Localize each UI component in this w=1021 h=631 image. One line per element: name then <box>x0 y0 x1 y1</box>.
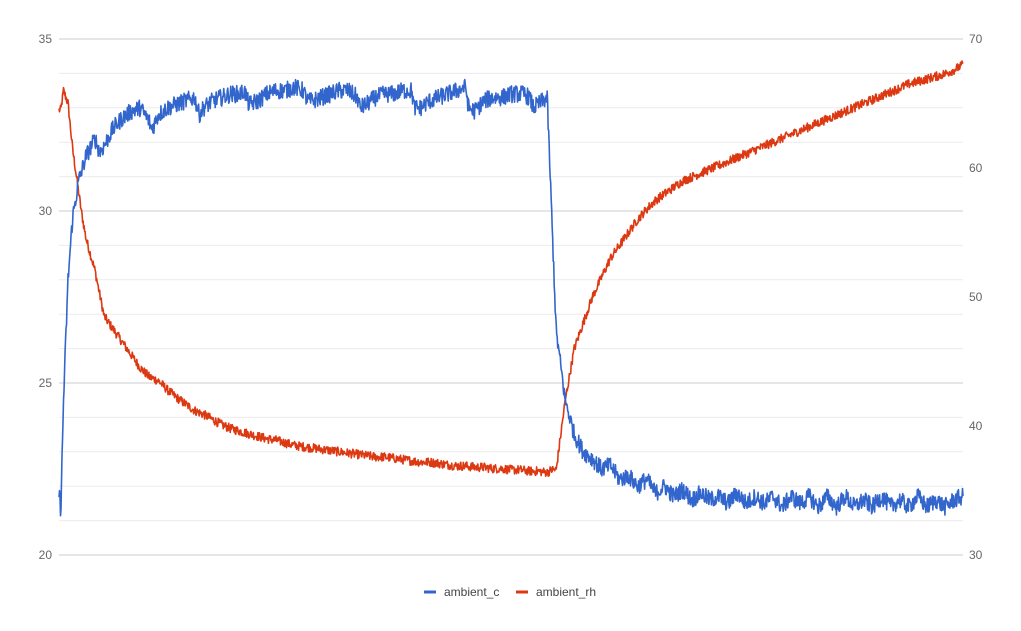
left-axis-tick-label: 25 <box>39 376 53 390</box>
legend-label-ambient-c: ambient_c <box>444 585 499 599</box>
right-axis-tick-label: 50 <box>969 290 983 304</box>
right-axis-tick-label: 40 <box>969 419 983 433</box>
right-axis-tick-label: 60 <box>969 161 983 175</box>
right-axis-tick-label: 30 <box>969 548 983 562</box>
left-axis-tick-label: 35 <box>39 32 53 46</box>
legend: ambient_c ambient_rh <box>424 585 596 599</box>
plot-area <box>58 60 964 517</box>
right-axis-ticks: 30 40 50 60 70 <box>969 32 983 562</box>
left-axis-ticks: 20 25 30 35 <box>39 32 53 562</box>
left-axis-tick-label: 30 <box>39 204 53 218</box>
right-axis-tick-label: 70 <box>969 32 983 46</box>
gridlines <box>59 38 963 556</box>
series-line-ambient-rh <box>58 60 964 478</box>
series-line-ambient-c <box>58 78 964 517</box>
legend-label-ambient-rh: ambient_rh <box>536 585 596 599</box>
left-axis-tick-label: 20 <box>39 548 53 562</box>
